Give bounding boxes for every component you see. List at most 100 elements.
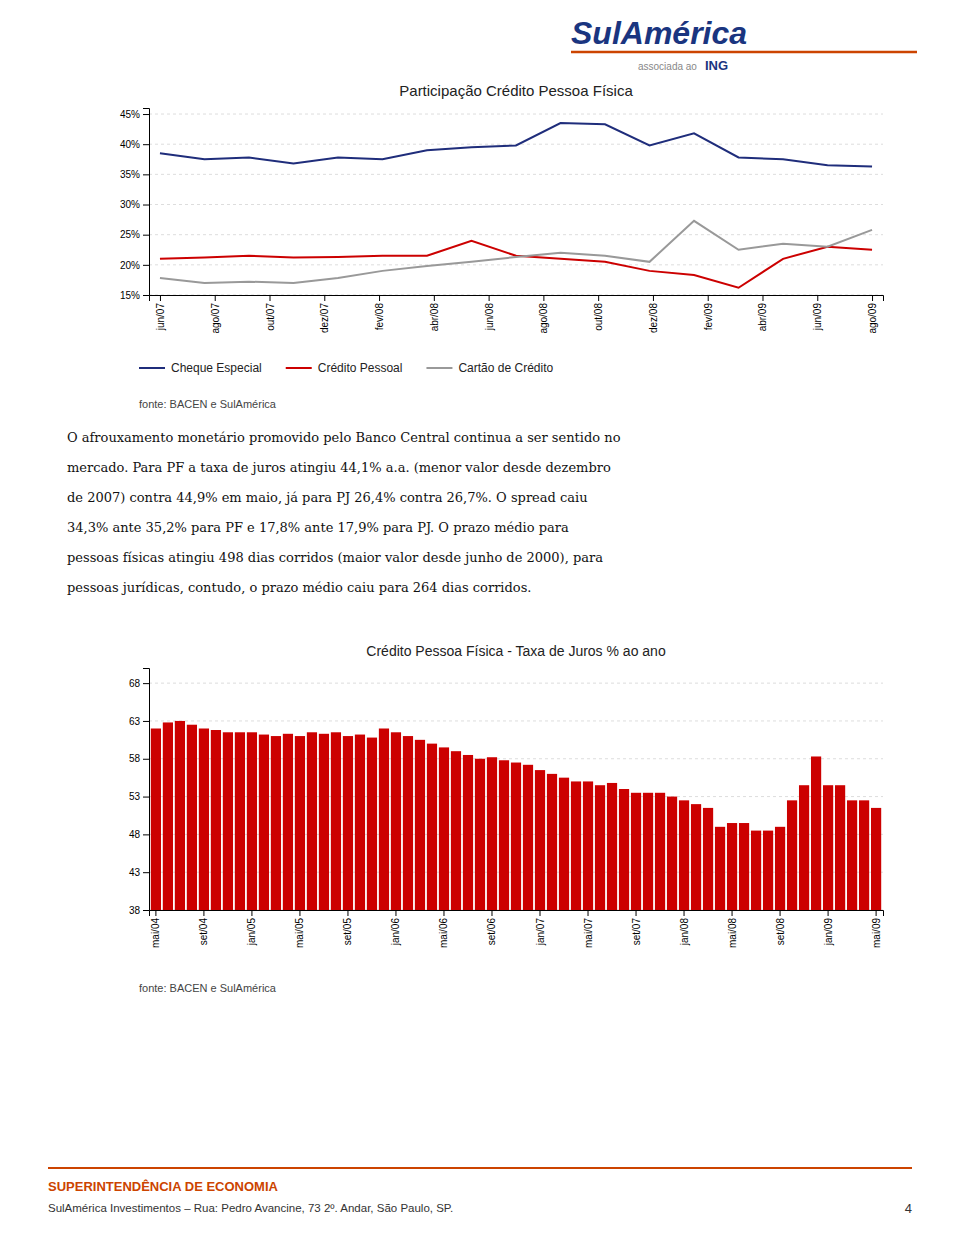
x-tick-label: mai/05 (294, 918, 305, 948)
y-tick: 30% (120, 199, 149, 210)
y-tick-mark (143, 834, 149, 835)
x-tick-mark (588, 910, 589, 916)
x-tick-label: ago/08 (538, 303, 549, 334)
chart-title: Crédito Pessoa Física - Taxa de Juros % … (366, 643, 666, 659)
y-tick-label: 25% (120, 229, 140, 240)
x-tick: mai/07 (583, 910, 594, 948)
y-tick-mark (143, 910, 149, 911)
x-tick-mark (636, 910, 637, 916)
bar (175, 721, 185, 910)
grid-line (149, 720, 883, 721)
y-axis: 15%20%25%30%35%40%45% (120, 109, 150, 301)
x-tick: jan/05 (246, 910, 257, 946)
y-tick-label: 68 (129, 678, 141, 689)
footer-rule (48, 1167, 912, 1169)
y-tick: 25% (120, 229, 149, 240)
logo-text: SulAmérica (571, 15, 747, 51)
body-line: O afrouxamento monetário promovido pelo … (67, 430, 621, 445)
x-tick: jan/09 (823, 910, 834, 946)
bar (235, 732, 245, 910)
x-tick-label: set/08 (775, 918, 786, 946)
bar (511, 763, 521, 910)
body-line: mercado. Para PF a taxa de juros atingiu… (67, 460, 611, 475)
y-tick-label: 15% (120, 290, 140, 301)
logo-rule (571, 51, 917, 54)
x-tick-label: abr/08 (429, 303, 440, 332)
x-tick-mark (653, 295, 654, 301)
bar (247, 732, 257, 910)
y-tick: 15% (120, 290, 149, 301)
y-tick-label: 20% (120, 260, 140, 271)
x-tick-label: fev/08 (374, 303, 385, 331)
bar (451, 751, 461, 910)
bar (367, 738, 377, 910)
x-tick: jun/08 (484, 295, 495, 331)
x-tick-mark (872, 295, 873, 301)
grid-line (149, 234, 883, 235)
y-axis-line (143, 109, 150, 296)
x-tick: jun/07 (155, 295, 166, 331)
x-tick-label: out/08 (593, 303, 604, 331)
y-tick: 45% (120, 109, 149, 120)
bar (463, 755, 473, 910)
bar (415, 740, 425, 910)
x-tick: ago/07 (210, 295, 221, 334)
x-tick-mark (203, 910, 204, 916)
bar (187, 725, 197, 910)
y-tick: 48 (129, 829, 149, 840)
x-tick-label: fev/09 (703, 303, 714, 331)
x-tick: jan/06 (390, 910, 401, 946)
legend: Cheque EspecialCrédito PessoalCartão de … (139, 361, 553, 375)
x-tick-mark (434, 295, 435, 301)
plot-area (160, 123, 872, 288)
bar (163, 722, 173, 910)
x-tick-mark (324, 295, 325, 301)
x-tick-label: ago/09 (867, 303, 878, 334)
grid-line (149, 204, 883, 205)
x-tick: mai/04 (150, 910, 161, 948)
y-tick-label: 63 (129, 716, 141, 727)
grid-line (149, 114, 883, 115)
x-tick: jan/08 (679, 910, 690, 946)
x-tick: out/07 (265, 295, 276, 331)
x-tick-mark (598, 295, 599, 301)
y-tick-label: 40% (120, 139, 140, 150)
bar (487, 757, 497, 910)
x-tick-label: mai/08 (727, 918, 738, 948)
bar (307, 732, 317, 910)
y-tick-mark (143, 235, 149, 236)
y-tick-label: 38 (129, 905, 141, 916)
grid-line (149, 683, 883, 684)
x-tick-label: set/07 (631, 918, 642, 946)
x-tick: mai/06 (438, 910, 449, 948)
bar (751, 831, 761, 910)
x-tick: out/08 (593, 295, 604, 331)
grid (149, 683, 883, 910)
bar (655, 793, 665, 910)
bar (271, 736, 281, 910)
x-tick-mark (828, 910, 829, 916)
bar (295, 736, 305, 910)
legend-swatch (286, 367, 312, 369)
x-tick-label: set/05 (342, 918, 353, 946)
x-tick-mark (251, 910, 252, 916)
bar (607, 783, 617, 910)
y-tick-label: 58 (129, 753, 141, 764)
bar (331, 732, 341, 910)
x-tick-label: jun/08 (484, 303, 495, 332)
series-line (160, 241, 872, 288)
x-tick-mark (780, 910, 781, 916)
y-tick-mark (143, 872, 149, 873)
body-text: O afrouxamento monetário promovido pelo … (67, 430, 621, 595)
bar (799, 785, 809, 910)
x-tick: set/04 (198, 910, 209, 945)
y-tick-label: 43 (129, 867, 141, 878)
bar (559, 778, 569, 910)
x-tick-mark (299, 910, 300, 916)
x-tick: mai/08 (727, 910, 738, 948)
x-tick: ago/09 (867, 295, 878, 334)
x-axis-line (150, 296, 884, 302)
x-tick-label: jun/07 (155, 303, 166, 332)
y-tick: 53 (129, 791, 149, 802)
body-line: 34,3% ante 35,2% para PF e 17,8% ante 17… (67, 520, 569, 535)
